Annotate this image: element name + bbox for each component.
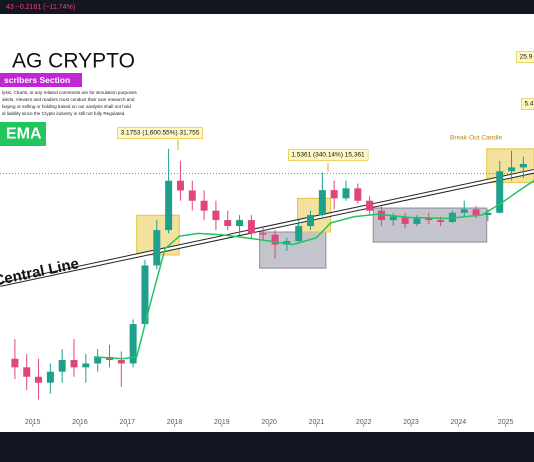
annotation-box [117, 127, 204, 139]
x-tick-label: 2019 [214, 419, 230, 426]
candle-body [389, 216, 397, 221]
plot: 2015 2016 2017 2018 2019 2020 2021 2022 2023 2024… [0, 148, 534, 427]
bottom-bar [0, 432, 534, 462]
line [0, 170, 534, 286]
candle-body [330, 190, 338, 199]
candle-body [283, 240, 291, 245]
candle-body [354, 188, 362, 201]
x-tick-label: 2020 [261, 419, 277, 426]
candle-body [46, 371, 54, 383]
candle-body [82, 363, 90, 368]
candle-body [117, 360, 125, 364]
candle-body [508, 167, 516, 172]
candle-body [496, 171, 504, 213]
disclaimer: alerts. Viewers and readers must conduct… [2, 97, 135, 102]
x-tick-label: 2022 [356, 419, 372, 426]
candle-body [11, 358, 19, 368]
candle-body [484, 212, 492, 216]
candle-body [94, 356, 102, 364]
candle-body [295, 226, 303, 241]
annotation: 1.5361 (340.14%) 15,361 [291, 152, 365, 159]
annotation-box [521, 98, 534, 110]
candle-body [519, 163, 527, 168]
candle-body [165, 180, 173, 231]
disclaimer: lysis, Charts, or any related comments a… [2, 90, 138, 95]
top-bar [0, 0, 534, 14]
candle-body [271, 234, 279, 245]
line [94, 180, 534, 360]
ticker: 43 −0.2161 (−11.74%) [6, 4, 75, 11]
x-tick-label: 2018 [167, 419, 183, 426]
annotation: 3.1753 (1,600.55%) 31,755 [121, 130, 200, 137]
x-tick-label: 2015 [25, 419, 41, 426]
banner: scribers Section [4, 75, 70, 85]
candle-body [460, 209, 468, 213]
brand-title: AG CRYPTO [12, 50, 135, 73]
candle-body [377, 210, 385, 221]
central-line-label: Central Line [0, 255, 80, 290]
candle-body [70, 360, 78, 368]
candle-body [413, 218, 421, 224]
annotation: 5.4 [524, 101, 533, 108]
ema-badge [0, 122, 46, 146]
candle-body [342, 188, 350, 199]
candle-body [307, 215, 315, 227]
banner-bg [0, 73, 82, 87]
x-tick-label: 2023 [403, 419, 419, 426]
candle-body [318, 190, 326, 216]
candle-body [212, 210, 220, 221]
candle-body [366, 200, 374, 211]
annotation-box [516, 51, 534, 63]
x-tick-label: 2021 [309, 419, 325, 426]
candle-body [247, 220, 255, 234]
disclaimer: al liability since the Crypto industry i… [2, 111, 126, 116]
ema-label: EMA [6, 126, 42, 143]
candle-body [153, 230, 161, 266]
candle-body [141, 265, 149, 325]
candle-body [437, 220, 445, 222]
candle-body [23, 367, 31, 377]
candle-body [176, 180, 184, 191]
candle-body [58, 360, 66, 372]
candle-body [401, 216, 409, 224]
candle-body [259, 233, 267, 235]
x-tick-label: 2016 [72, 419, 88, 426]
candle-body [425, 218, 433, 221]
candle-body [129, 324, 137, 364]
annotation: Break-Out Candle [450, 135, 502, 142]
annotation: 25.9 [520, 54, 533, 61]
x-tick-label: 2025 [498, 419, 514, 426]
x-tick-label: 2024 [451, 419, 467, 426]
zone [372, 207, 488, 243]
candle-body [224, 220, 232, 227]
candle-body [472, 209, 480, 216]
disclaimer: buying or selling or holding based on ou… [2, 104, 131, 109]
annotation-box [288, 149, 369, 161]
candle-body [200, 200, 208, 211]
candle-body [188, 190, 196, 201]
x-tick-label: 2017 [119, 419, 135, 426]
candle-body [236, 220, 244, 227]
candle-body [35, 376, 43, 383]
